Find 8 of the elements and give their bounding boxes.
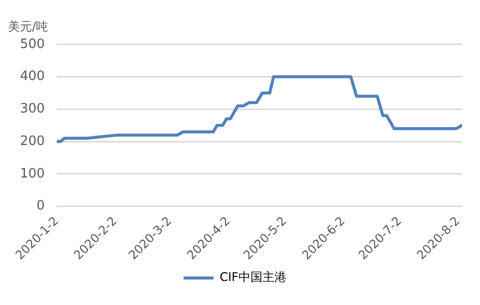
- y-tick-label: 200: [20, 134, 45, 149]
- legend-label: CIF中国主港: [220, 270, 286, 284]
- y-tick-label: 500: [20, 36, 45, 52]
- y-tick-label: 100: [20, 166, 45, 182]
- y-tick-label: 300: [20, 102, 45, 117]
- y-tick-label: 400: [20, 69, 45, 84]
- y-tick-label: 0: [36, 198, 45, 214]
- y-axis-title: 美元/吨: [8, 19, 48, 34]
